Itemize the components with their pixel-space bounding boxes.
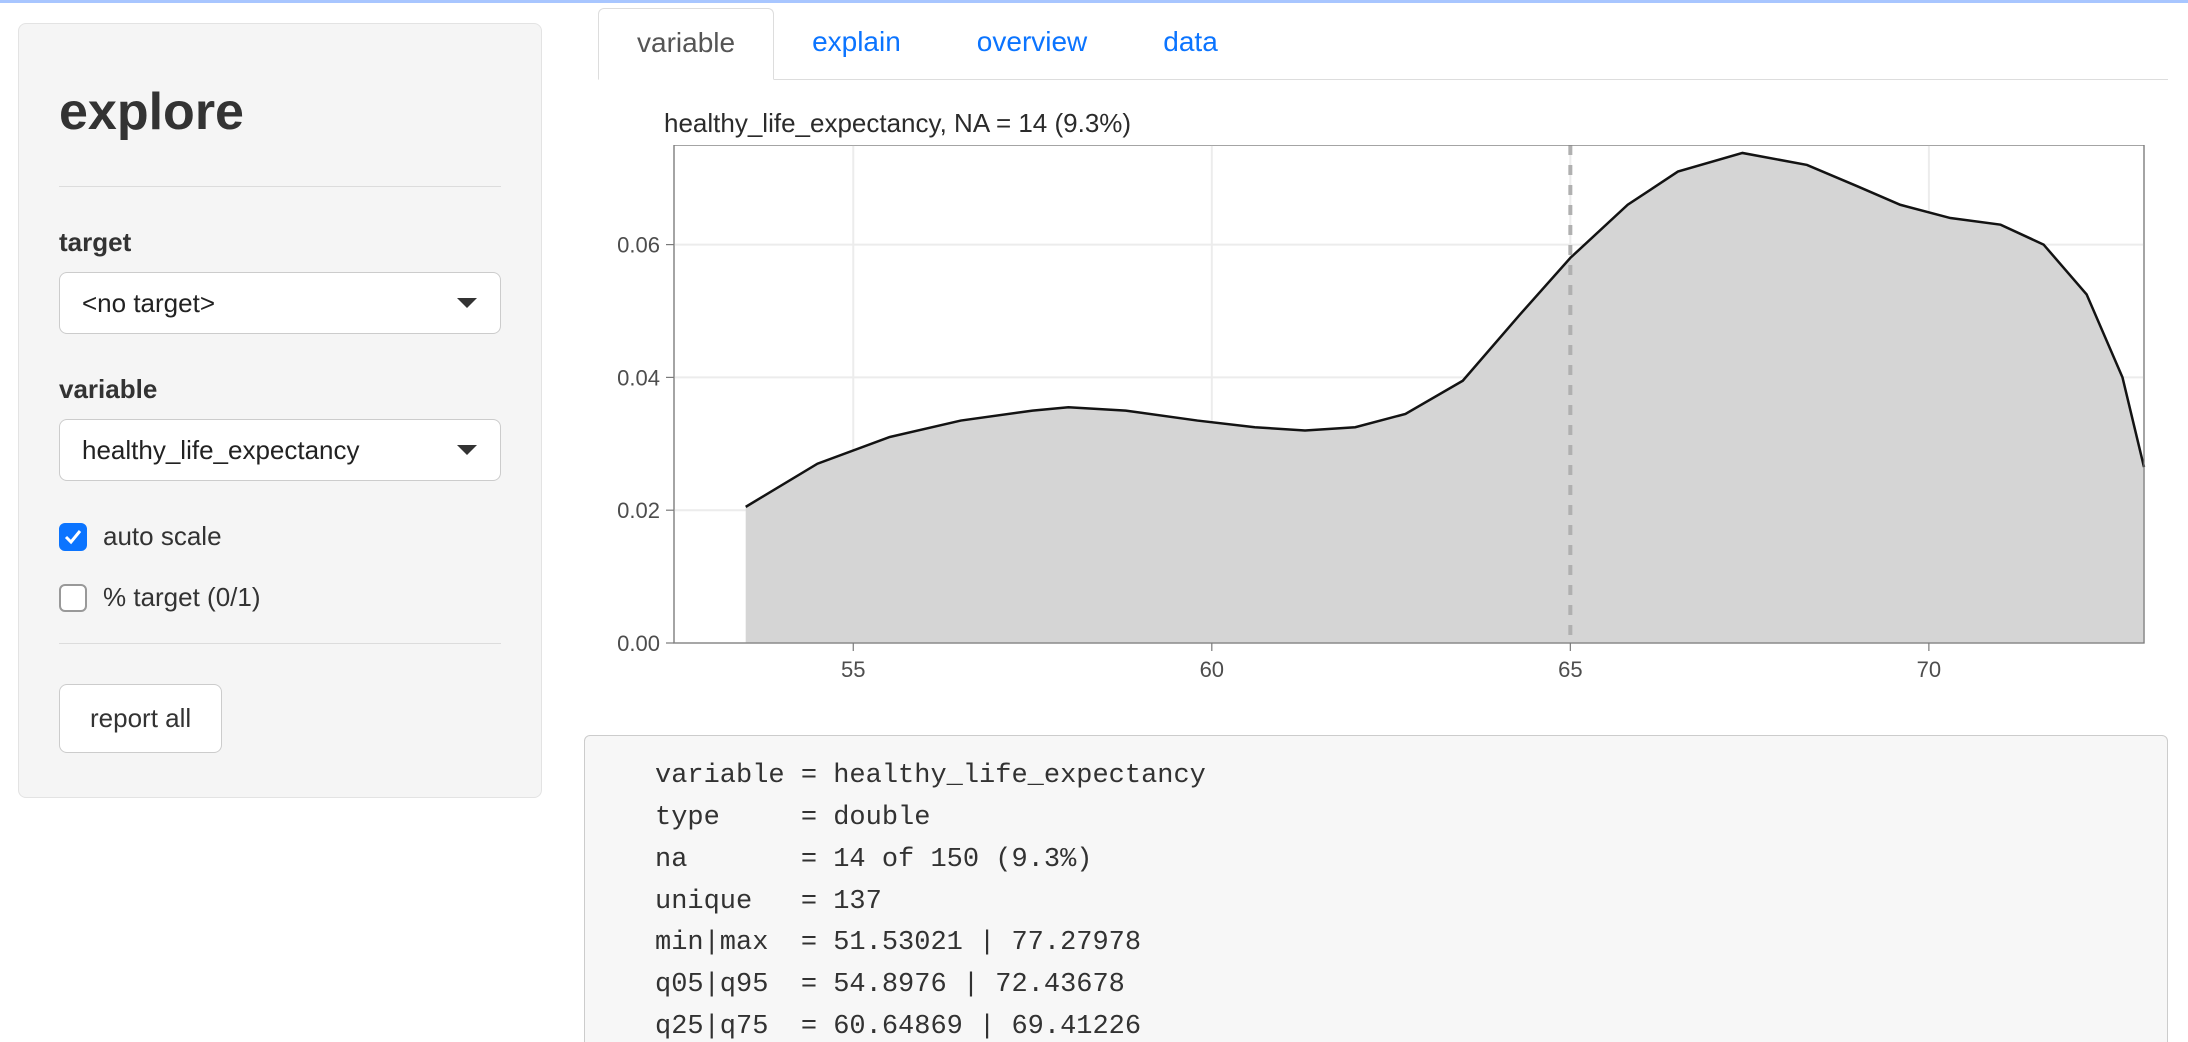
stats-row: unique = 137 <box>655 882 2147 924</box>
tab-explain[interactable]: explain <box>774 8 939 80</box>
variable-select-value: healthy_life_expectancy <box>82 435 360 466</box>
svg-text:55: 55 <box>841 657 865 682</box>
svg-text:60: 60 <box>1200 657 1224 682</box>
density-chart: 0.00 0.02 0.04 0.06 55 60 65 70 <box>594 145 2168 705</box>
stats-panel: variable = healthy_life_expectancytype =… <box>584 735 2168 1042</box>
target-select-value: <no target> <box>82 288 215 319</box>
tab-data[interactable]: data <box>1125 8 1256 80</box>
tab-overview[interactable]: overview <box>939 8 1125 80</box>
svg-text:70: 70 <box>1917 657 1941 682</box>
stats-row: na = 14 of 150 (9.3%) <box>655 840 2147 882</box>
tabs: variableexplainoverviewdata <box>598 7 2168 80</box>
sidebar-panel: explore target <no target> variable heal… <box>18 23 542 798</box>
target-label: target <box>59 227 501 258</box>
svg-text:0.06: 0.06 <box>617 233 660 258</box>
app-title: explore <box>59 82 501 142</box>
stats-row: type = double <box>655 798 2147 840</box>
stats-row: min|max = 51.53021 | 77.27978 <box>655 923 2147 965</box>
stats-row: q25|q75 = 60.64869 | 69.41226 <box>655 1007 2147 1042</box>
divider <box>59 186 501 187</box>
divider <box>59 643 501 644</box>
target-select[interactable]: <no target> <box>59 272 501 334</box>
svg-text:0.02: 0.02 <box>617 498 660 523</box>
svg-text:65: 65 <box>1558 657 1582 682</box>
stats-row: variable = healthy_life_expectancy <box>655 756 2147 798</box>
variable-label: variable <box>59 374 501 405</box>
stats-row: q05|q95 = 54.8976 | 72.43678 <box>655 965 2147 1007</box>
variable-select[interactable]: healthy_life_expectancy <box>59 419 501 481</box>
auto-scale-checkbox-label: auto scale <box>103 521 222 552</box>
pct-target-checkbox[interactable] <box>59 584 87 612</box>
auto-scale-checkbox-row[interactable]: auto scale <box>59 521 501 552</box>
svg-text:0.00: 0.00 <box>617 631 660 656</box>
pct-target-checkbox-label: % target (0/1) <box>103 582 261 613</box>
report-all-button[interactable]: report all <box>59 684 222 753</box>
chart-title: healthy_life_expectancy, NA = 14 (9.3%) <box>664 108 2168 139</box>
pct-target-checkbox-row[interactable]: % target (0/1) <box>59 582 501 613</box>
chevron-down-icon <box>456 296 478 310</box>
auto-scale-checkbox[interactable] <box>59 523 87 551</box>
chevron-down-icon <box>456 443 478 457</box>
tab-variable[interactable]: variable <box>598 8 774 80</box>
svg-text:0.04: 0.04 <box>617 365 660 390</box>
